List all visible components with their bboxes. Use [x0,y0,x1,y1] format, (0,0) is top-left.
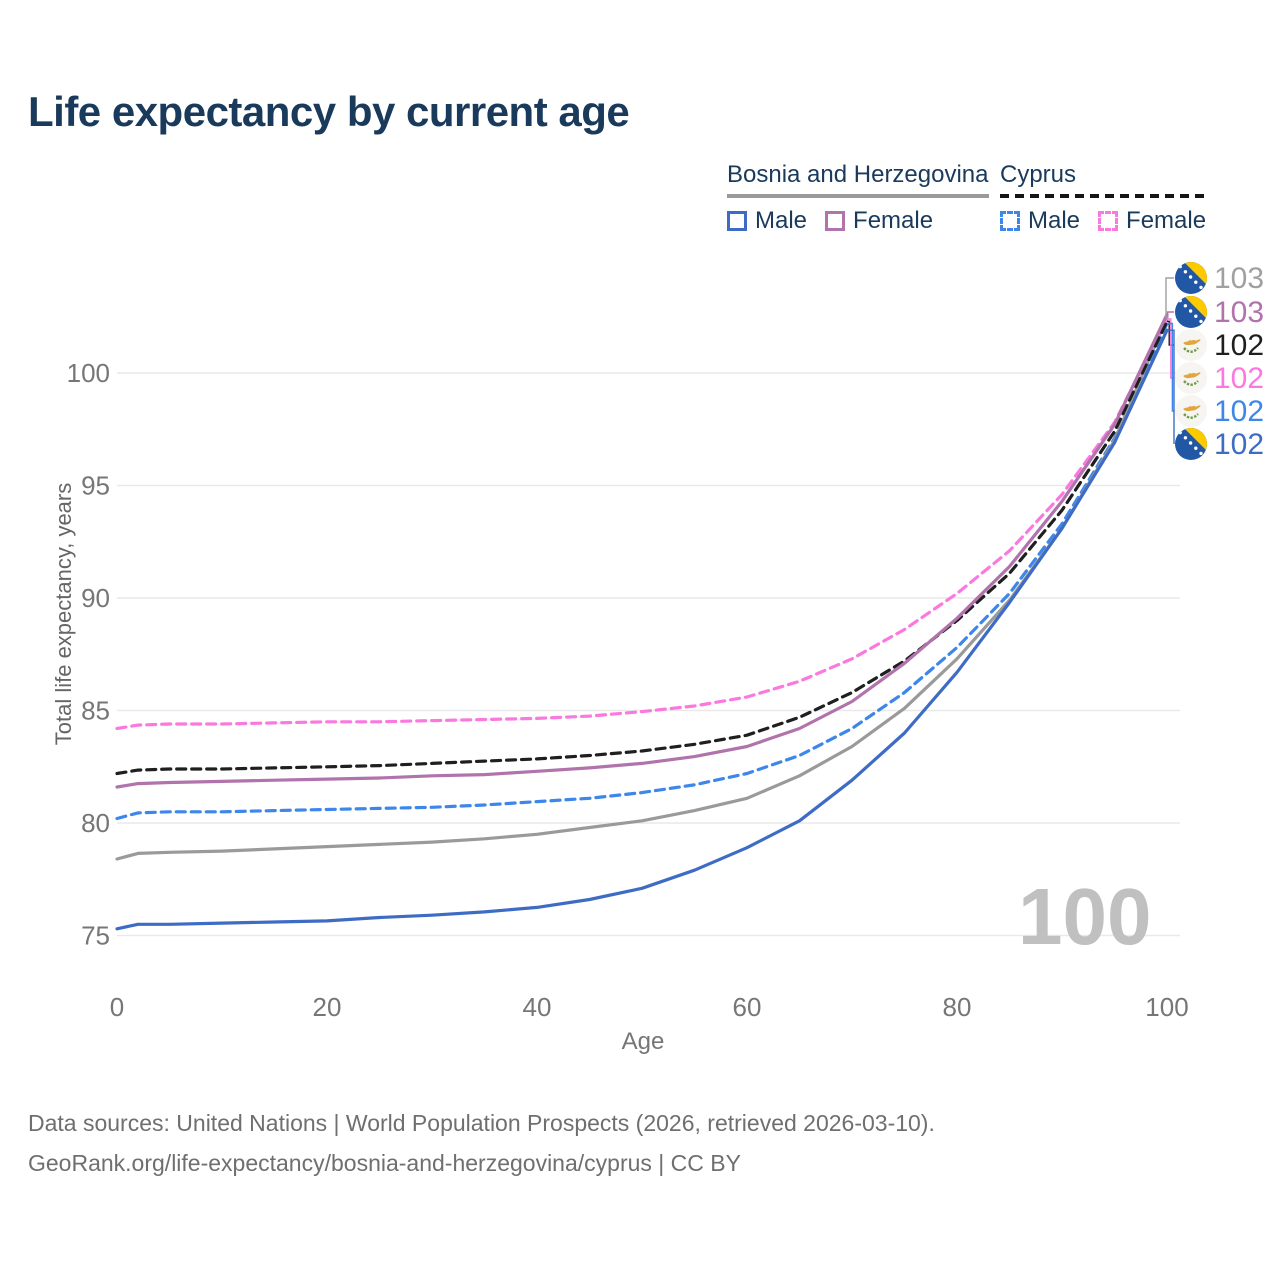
legend-group-bosnia: Bosnia and Herzegovina Male Female [727,161,989,235]
flag-cy-icon [1173,393,1209,429]
leader-line [1167,329,1175,444]
age-watermark: 100 [1018,872,1151,961]
series-line-bosnia-female[interactable] [115,312,1169,789]
end-label: 102 [1173,393,1264,429]
footer-attribution: GeoRank.org/life-expectancy/bosnia-and-h… [28,1150,741,1176]
legend-item-label: Female [853,207,934,234]
end-label-value: 102 [1214,329,1264,362]
swatch-dashed-pink-icon [1098,211,1119,231]
end-label-value: 102 [1214,395,1264,428]
series-line-cyprus-male[interactable] [115,321,1169,821]
legend-item-cyprus-male[interactable]: Male [1000,207,1080,235]
y-tick-label: 85 [81,696,110,726]
legend-item-bosnia-female[interactable]: Female [825,207,933,235]
legend-country-cyprus[interactable]: Cyprus [1000,161,1077,188]
legend-item-cyprus-female[interactable]: Female [1098,207,1206,235]
end-label: 102 [1173,360,1264,396]
legend-item-label: Female [1126,207,1207,234]
leader-line [1165,277,1174,318]
flag-ba-icon [1175,295,1208,328]
series-line-bosnia-all[interactable] [115,315,1169,861]
x-tick-label: 0 [110,992,124,1022]
x-tick-label: 40 [523,992,552,1022]
swatch-dashed-blue-icon [1000,211,1020,231]
flag-cy-icon [1173,360,1209,396]
end-label: 103 [1175,295,1264,329]
x-tick-label: 20 [313,992,342,1022]
footer-data-sources: Data sources: United Nations | World Pop… [28,1110,935,1136]
legend-group-cyprus: Cyprus Male Female [1000,161,1207,235]
end-label: 102 [1173,327,1264,363]
flag-ba-icon [1175,261,1208,294]
end-label: 102 [1175,427,1264,461]
legend-underline-solid [727,194,989,198]
flag-ba-icon [1175,427,1208,460]
x-tick-label: 100 [1145,992,1188,1022]
leader-line [1167,320,1174,346]
y-tick-label: 75 [81,921,110,951]
leader-line [1166,311,1174,316]
leader-line [1167,322,1174,412]
y-axis-title: Total life expectancy, years [51,482,76,746]
y-tick-label: 100 [67,358,110,388]
swatch-solid-blue-icon [727,211,747,231]
end-label-value: 102 [1214,428,1264,461]
page-title: Life expectancy by current age [28,88,630,135]
y-tick-label: 80 [81,808,110,838]
legend-country-bosnia[interactable]: Bosnia and Herzegovina [727,161,989,188]
end-label: 103 [1175,261,1264,295]
end-label-value: 102 [1214,362,1264,395]
swatch-solid-purple-icon [825,211,846,231]
flag-cy-icon [1173,327,1209,363]
legend-item-bosnia-male[interactable]: Male [727,207,807,235]
series-line-cyprus-female[interactable] [115,317,1169,731]
x-tick-label: 80 [943,992,972,1022]
legend-item-label: Male [755,207,808,234]
y-tick-label: 90 [81,583,110,613]
end-label-value: 103 [1214,262,1264,295]
x-tick-label: 60 [733,992,762,1022]
end-label-value: 103 [1214,296,1264,329]
y-tick-label: 95 [81,471,110,501]
legend-item-label: Male [1028,207,1081,234]
series-line-cyprus-all[interactable] [115,319,1169,776]
series-line-bosnia-male[interactable] [115,328,1169,931]
legend-underline-dashed [1000,194,1207,198]
x-axis-title: Age [621,1028,665,1055]
